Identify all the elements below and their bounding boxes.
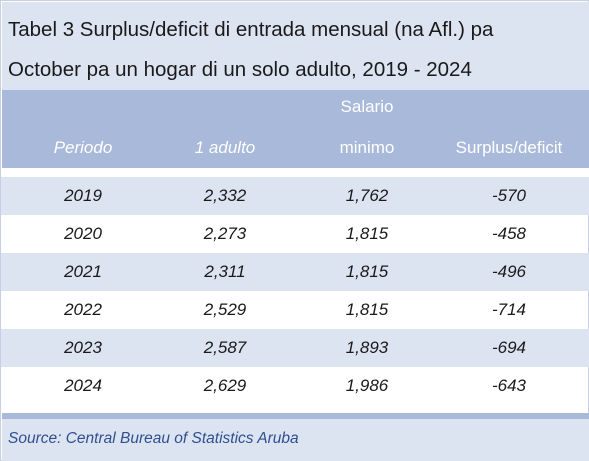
- table-header: Periodo 1 adulto Salario minimo Surplus/…: [2, 90, 589, 168]
- cell-salario-minimo: 1,815: [345, 262, 389, 281]
- table-title-block: Tabel 3 Surplus/deficit di entrada mensu…: [2, 2, 589, 90]
- cell-surplus-deficit: -570: [491, 186, 527, 205]
- header-salario-top: Salario: [340, 97, 394, 116]
- table-title-line-2: October pa un hogar di un solo adulto, 2…: [8, 58, 472, 81]
- header-spacer: [2, 168, 589, 177]
- header-1-adulto: 1 adulto: [194, 138, 256, 157]
- source-note: Source: Central Bureau of Statistics Aru…: [8, 430, 299, 447]
- cell-salario-minimo: 1,986: [345, 376, 389, 395]
- header-surplus-deficit: Surplus/deficit: [455, 138, 563, 157]
- cell-surplus-deficit: -496: [491, 262, 527, 281]
- cell-1-adulto: 2,587: [203, 338, 247, 357]
- cell-1-adulto: 2,529: [203, 300, 247, 319]
- cell-salario-minimo: 1,815: [345, 300, 389, 319]
- cell-salario-minimo: 1,815: [345, 224, 389, 243]
- table-row: 2022 2,529 1,815 -714: [1, 291, 589, 329]
- cell-1-adulto: 2,629: [203, 376, 247, 395]
- cell-surplus-deficit: -694: [491, 338, 527, 357]
- source-footer: Source: Central Bureau of Statistics Aru…: [2, 419, 589, 461]
- cell-periodo: 2021: [64, 262, 102, 281]
- table-title-line-1: Tabel 3 Surplus/deficit di entrada mensu…: [8, 18, 494, 41]
- cell-1-adulto: 2,311: [204, 262, 246, 281]
- cell-1-adulto: 2,332: [203, 186, 247, 205]
- cell-surplus-deficit: -643: [491, 376, 527, 395]
- header-periodo: Periodo: [53, 138, 113, 157]
- cell-surplus-deficit: -458: [491, 224, 527, 243]
- table-row: 2020 2,273 1,815 -458: [1, 215, 589, 253]
- cell-periodo: 2024: [64, 376, 102, 395]
- cell-periodo: 2023: [64, 338, 102, 357]
- cell-salario-minimo: 1,762: [345, 186, 389, 205]
- table-bottom-rule: [2, 413, 589, 419]
- cell-periodo: 2022: [64, 300, 102, 319]
- table-row: 2024 2,629 1,986 -643: [1, 367, 589, 405]
- cell-surplus-deficit: -714: [491, 300, 527, 319]
- header-salario-bottom: minimo: [339, 138, 395, 157]
- cell-1-adulto: 2,273: [203, 224, 247, 243]
- cell-periodo: 2020: [64, 224, 102, 243]
- cell-salario-minimo: 1,893: [345, 338, 389, 357]
- cell-periodo: 2019: [64, 186, 102, 205]
- table-row: 2023 2,587 1,893 -694: [1, 329, 589, 367]
- table-row: 2019 2,332 1,762 -570: [1, 177, 589, 215]
- table-row: 2021 2,311 1,815 -496: [1, 253, 589, 291]
